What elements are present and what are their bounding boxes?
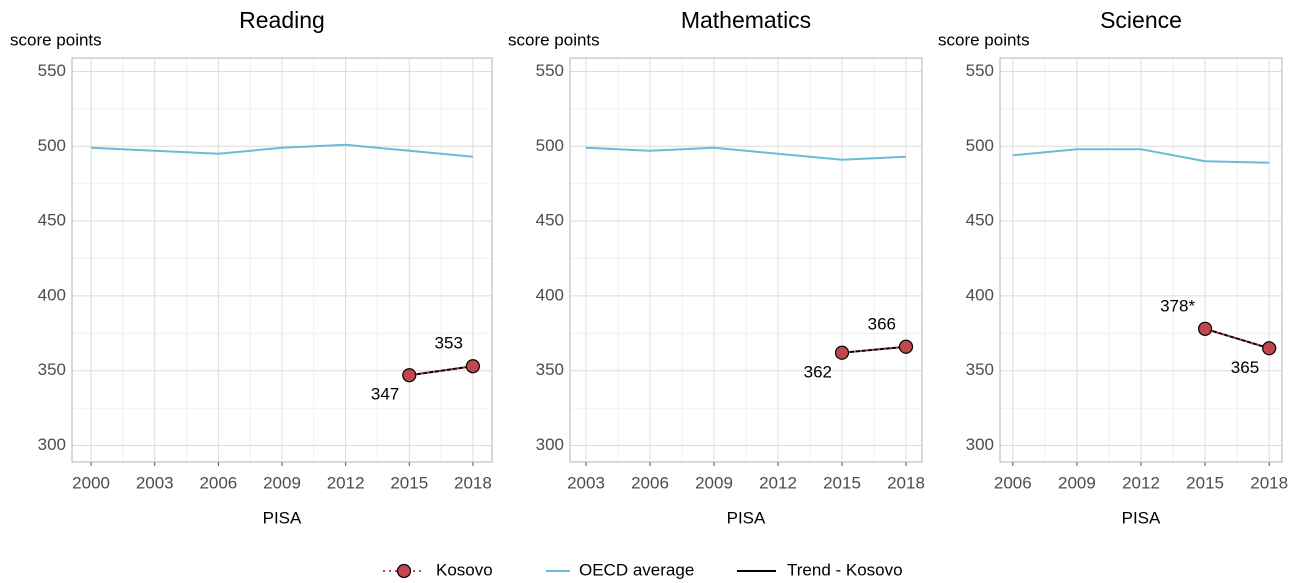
kosovo-marker [402,368,417,383]
x-tick-label: 2003 [136,473,174,492]
y-tick-label: 350 [966,360,994,379]
x-tick-label: 2018 [1250,473,1288,492]
kosovo-marker [465,359,481,374]
x-tick-label: 2018 [887,473,925,492]
y-tick-label: 450 [966,211,994,230]
data-label: 347 [371,385,399,404]
x-tick-label: 2006 [199,473,237,492]
kosovo-marker [898,339,914,354]
y-tick-label: 500 [536,136,564,155]
x-tick-label: 2006 [631,473,669,492]
data-label: 366 [868,314,896,333]
y-tick-label: 500 [966,136,994,155]
panel-border [569,57,923,463]
x-tick-label: 2012 [759,473,797,492]
kosovo-marker [1262,341,1277,356]
x-tick-label: 2009 [695,473,733,492]
y-tick-label: 550 [966,61,994,80]
y-tick-label: 300 [536,435,564,454]
y-axis-label: score points [10,30,102,49]
panel-border [999,57,1283,463]
oecd-line [1012,148,1270,164]
x-tick-label: 2009 [1058,473,1096,492]
x-tick-label: 2015 [390,473,428,492]
y-tick-label: 450 [38,211,66,230]
kosovo-marker [1197,321,1213,336]
kosovo-marker [834,345,850,360]
y-tick-label: 350 [536,360,564,379]
x-tick-label: 2015 [823,473,861,492]
y-tick-label: 400 [38,285,66,304]
y-tick-label: 500 [38,136,66,155]
kosovo-line [1204,327,1270,350]
x-tick-label: 2012 [327,473,365,492]
x-tick-label: 2000 [72,473,110,492]
chart-title: Reading [239,7,325,33]
oecd-line [91,143,474,158]
y-tick-label: 300 [38,435,66,454]
x-tick-label: 2015 [1186,473,1224,492]
x-tick-label: 2006 [994,473,1032,492]
data-label: 362 [804,362,832,381]
trend-line [409,365,474,377]
legend-label: OECD average [579,560,694,579]
data-label: 365 [1231,358,1259,377]
legend-label: Trend - Kosovo [787,560,903,579]
y-axis-label: score points [938,30,1030,49]
y-tick-label: 550 [38,61,66,80]
y-tick-label: 400 [966,285,994,304]
x-tick-label: 2009 [263,473,301,492]
data-label: 353 [435,334,463,353]
legend-swatch [396,563,412,579]
x-axis-label: PISA [263,508,302,527]
legend-label: Kosovo [436,560,493,579]
x-tick-label: 2003 [567,473,605,492]
y-tick-label: 450 [536,211,564,230]
panel-border [71,57,493,463]
x-axis-label: PISA [1122,508,1161,527]
data-label: 378* [1160,296,1195,315]
oecd-line [585,146,907,161]
x-axis-label: PISA [727,508,766,527]
x-tick-label: 2018 [454,473,492,492]
y-tick-label: 300 [966,435,994,454]
chart-title: Mathematics [681,7,811,33]
chart-title: Science [1100,7,1182,33]
y-tick-label: 350 [38,360,66,379]
x-tick-label: 2012 [1122,473,1160,492]
trend-line [841,345,907,354]
y-tick-label: 400 [536,285,564,304]
y-axis-label: score points [508,30,600,49]
y-tick-label: 550 [536,61,564,80]
